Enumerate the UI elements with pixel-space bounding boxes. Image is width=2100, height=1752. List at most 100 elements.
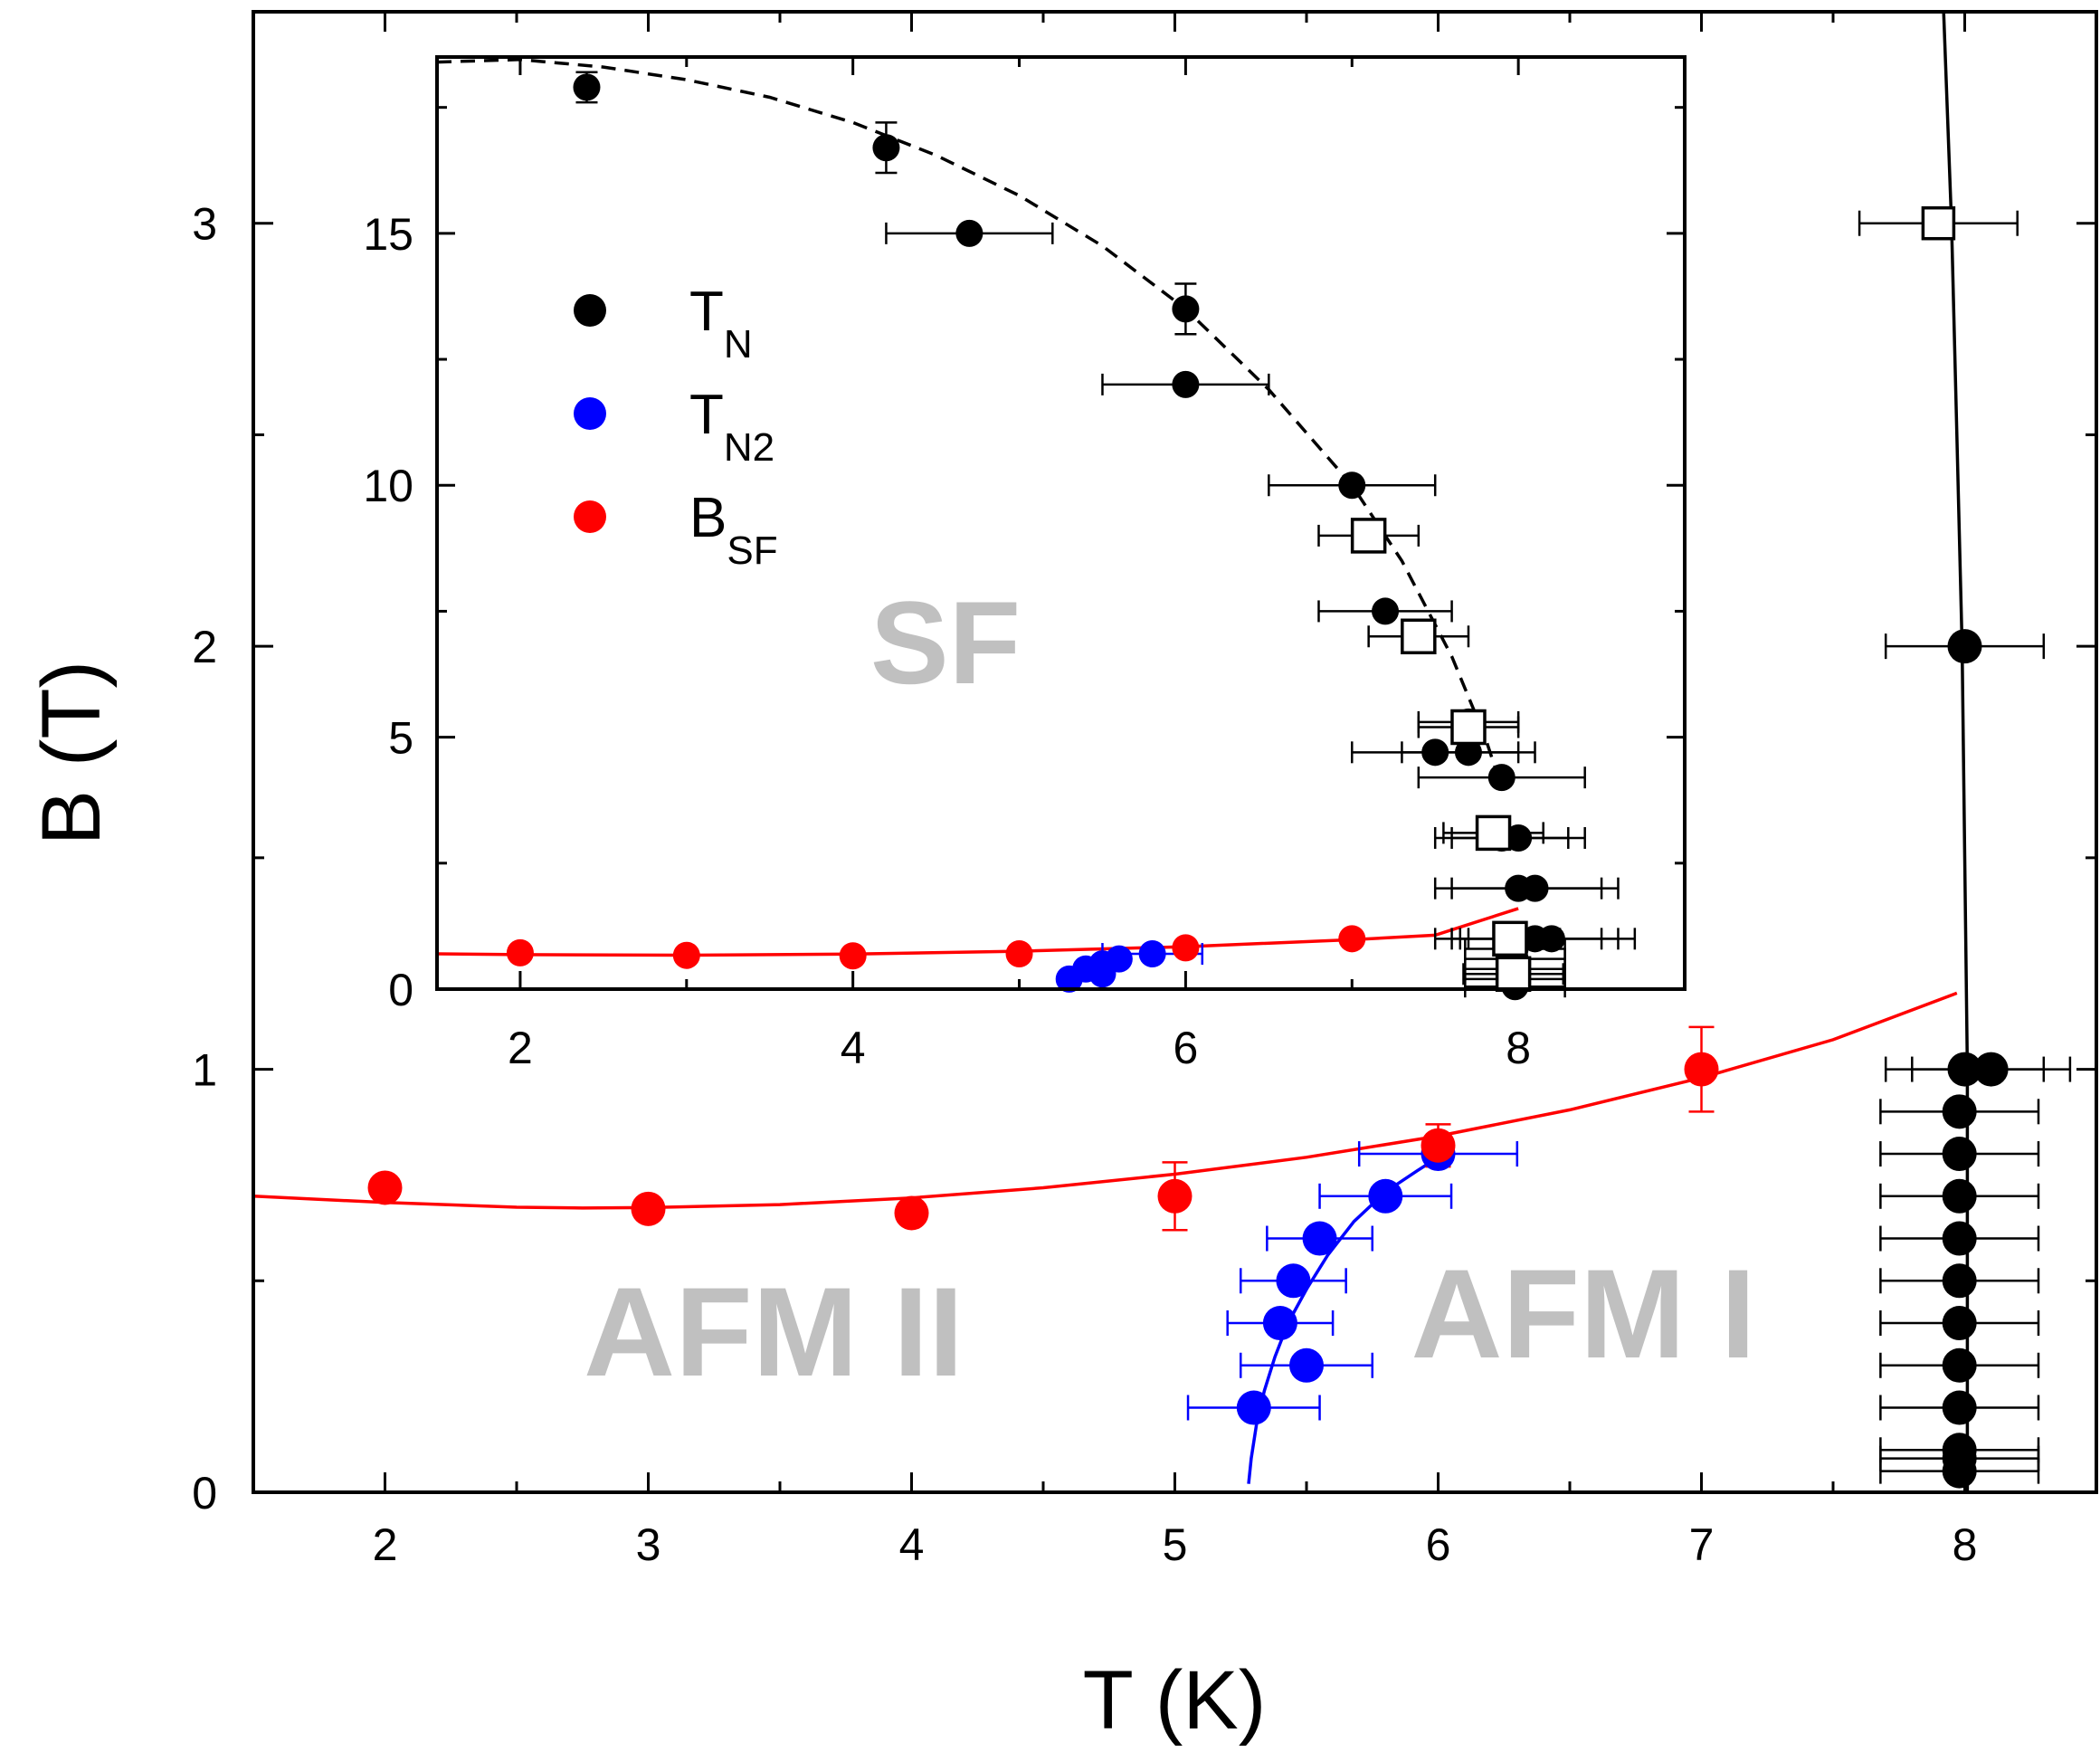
region-label: AFM I: [1411, 1243, 1755, 1385]
x-tick-label: 5: [1163, 1519, 1188, 1570]
region-label: SF: [870, 576, 1021, 709]
x-tick-label: 2: [373, 1519, 398, 1570]
data-point: [1942, 1390, 1977, 1425]
legend-label-subscript: N2: [724, 425, 774, 470]
data-point: [1005, 940, 1033, 968]
data-point: [1942, 1221, 1977, 1256]
data-point: [506, 938, 534, 966]
data-point: [1942, 1347, 1977, 1383]
y-tick-label: 0: [388, 965, 413, 1015]
x-tick-label: 6: [1426, 1519, 1451, 1570]
legend-label-main: T: [689, 281, 724, 343]
inset-plot-frame: [435, 55, 1687, 991]
legend-marker: [574, 294, 606, 327]
data-point: [1537, 925, 1565, 953]
main-axis-ticks: 2 3 4 5 6 7 8 0 1 2 3: [192, 10, 2098, 1570]
data-point: [1942, 1453, 1977, 1489]
x-tick-label: 2: [508, 1023, 533, 1073]
data-point: [1947, 629, 1982, 664]
x-tick-label: 8: [1506, 1023, 1531, 1073]
data-point: [1372, 597, 1400, 625]
x-tick-label: 4: [841, 1023, 866, 1073]
data-point-open-square: [1921, 205, 1956, 241]
legend-label-subscript: N: [724, 322, 753, 367]
main-x-axis-label: T (K): [1083, 1654, 1267, 1747]
data-point: [1368, 1178, 1403, 1214]
inset-data-points: [506, 73, 1565, 1001]
data-point: [1276, 1263, 1311, 1299]
data-point: [894, 1195, 929, 1231]
data-point-open-square: [1401, 618, 1437, 655]
y-tick-label: 1: [192, 1045, 217, 1096]
data-point: [1942, 1094, 1977, 1129]
legend-label: BSF: [689, 487, 778, 573]
legend-label: TN2: [689, 384, 774, 470]
y-tick-label: 0: [192, 1468, 217, 1519]
data-point: [1172, 934, 1200, 962]
legend-marker: [574, 500, 606, 533]
main-panel: AFM II AFM I 2 3 4 5 6 7 8 0 1 2 3 T (K) B (T): [25, 10, 2098, 1747]
data-point: [955, 219, 983, 247]
data-point: [1942, 1137, 1977, 1172]
data-point: [1302, 1221, 1337, 1256]
data-point: [1157, 1178, 1193, 1214]
data-point: [1521, 874, 1549, 902]
inset-axis-ticks: 2 4 6 8 0 5 10 15: [363, 57, 1687, 1073]
main-region-labels: AFM II AFM I: [584, 1243, 1755, 1403]
x-tick-label: 4: [899, 1519, 925, 1570]
x-tick-label: 6: [1173, 1023, 1198, 1073]
data-point: [1487, 764, 1516, 792]
legend-label-main: B: [689, 487, 727, 549]
legend-label-subscript: SF: [727, 528, 777, 573]
main-y-axis-label: B (T): [25, 661, 118, 845]
x-tick-label: 3: [636, 1519, 661, 1570]
data-point: [1138, 940, 1166, 968]
y-tick-label: 3: [192, 199, 217, 250]
legend-label: TN: [689, 281, 753, 367]
y-tick-label: 10: [363, 461, 413, 511]
data-point: [367, 1170, 403, 1205]
data-point: [872, 134, 900, 162]
data-point: [839, 942, 867, 970]
fit-curve: [252, 991, 1958, 1210]
data-point: [631, 1191, 666, 1226]
data-point: [1338, 925, 1366, 953]
x-tick-label: 8: [1953, 1519, 1978, 1570]
data-point: [1421, 738, 1449, 766]
data-point-open-square: [1495, 956, 1532, 993]
data-point-open-square: [1350, 518, 1387, 554]
legend-marker: [574, 397, 606, 430]
main-plot-frame: [252, 10, 2098, 1494]
y-tick-label: 15: [363, 209, 413, 260]
main-data-points: [367, 205, 2009, 1489]
data-point: [1236, 1390, 1271, 1425]
y-tick-label: 5: [388, 713, 413, 764]
data-point-open-square: [1492, 920, 1528, 957]
data-point: [573, 73, 601, 101]
data-point: [1172, 370, 1200, 398]
data-point: [1942, 1263, 1977, 1299]
data-point: [1454, 738, 1482, 766]
data-point: [1942, 1306, 1977, 1341]
data-point: [1421, 1128, 1456, 1163]
data-point: [672, 941, 700, 969]
x-tick-label: 7: [1689, 1519, 1715, 1570]
data-point: [1262, 1306, 1297, 1341]
y-tick-label: 2: [192, 622, 217, 672]
data-point: [1942, 1178, 1977, 1214]
region-label: AFM II: [584, 1261, 964, 1403]
data-point: [1172, 295, 1200, 323]
data-point: [1105, 945, 1133, 973]
inset-region-labels: SF: [870, 576, 1021, 709]
legend-label-main: T: [689, 384, 724, 446]
data-point-open-square: [1450, 709, 1487, 746]
data-point-open-square: [1475, 814, 1512, 852]
data-point: [1289, 1347, 1324, 1383]
data-point: [1338, 471, 1366, 500]
data-point: [1947, 1052, 1982, 1087]
data-point: [1684, 1052, 1719, 1087]
data-point: [1973, 1052, 2009, 1087]
